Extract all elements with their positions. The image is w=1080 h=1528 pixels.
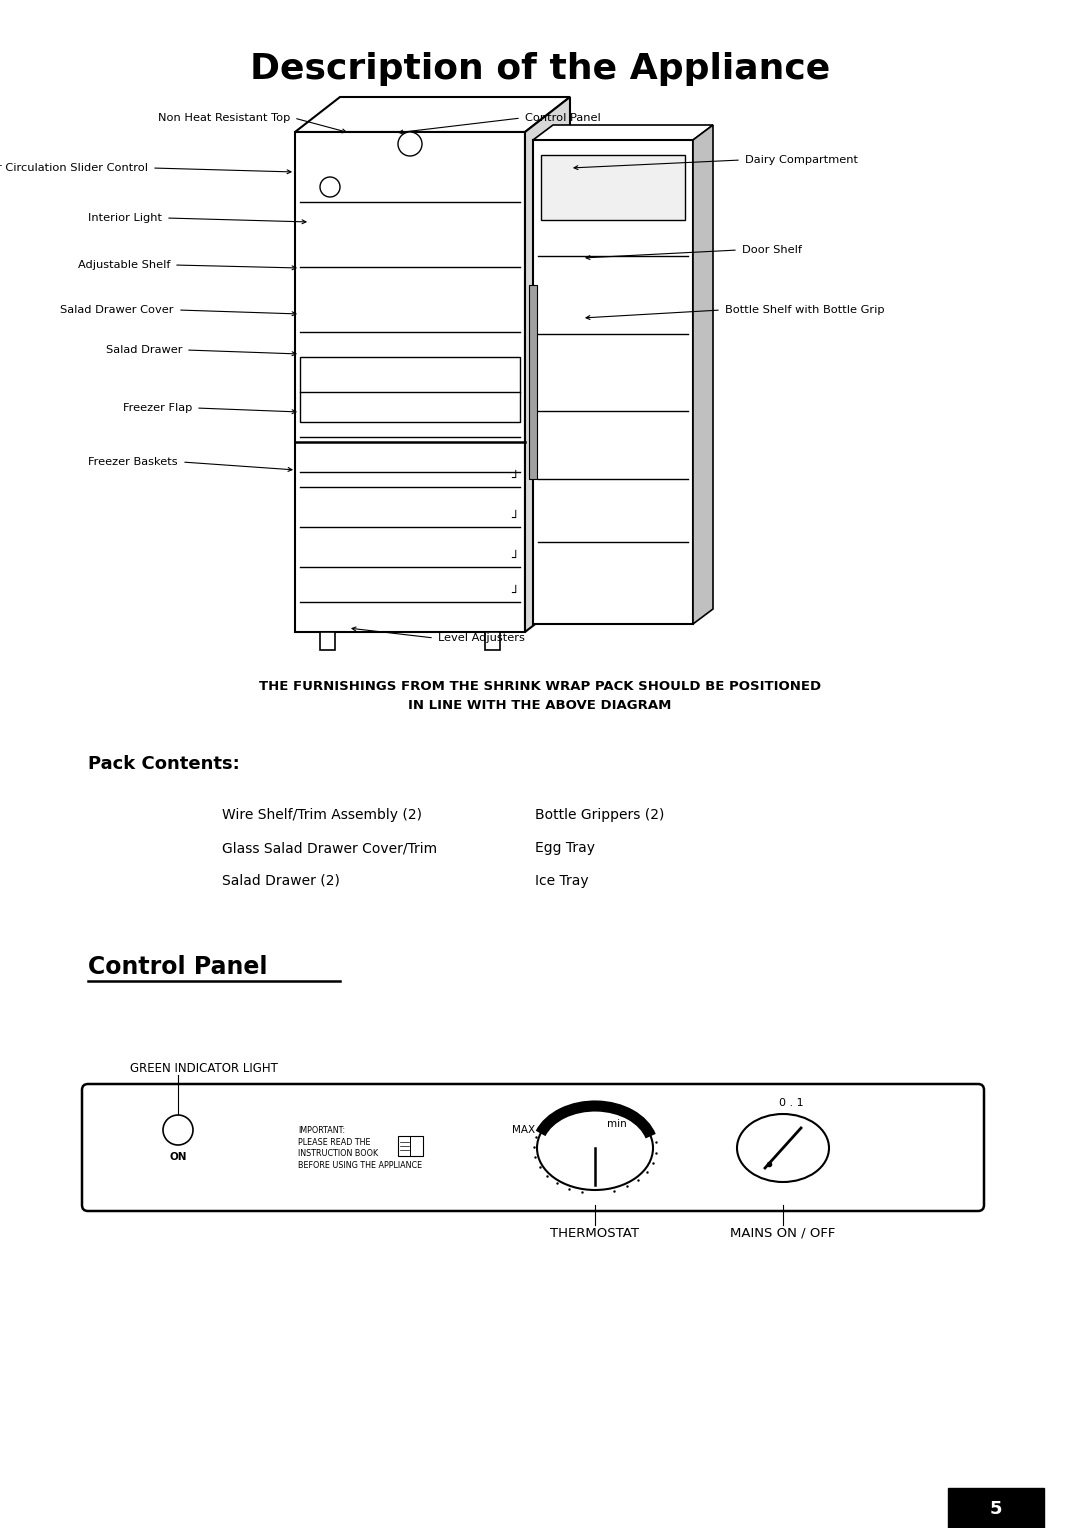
Text: ┘: ┘ <box>512 472 519 484</box>
Text: MAX: MAX <box>512 1125 535 1135</box>
Bar <box>399 1135 423 1157</box>
Text: Bottle Grippers (2): Bottle Grippers (2) <box>535 808 664 822</box>
Bar <box>485 633 500 649</box>
Text: Freezer Flap: Freezer Flap <box>123 403 192 413</box>
Text: 0 . 1: 0 . 1 <box>779 1099 804 1108</box>
Text: ┘: ┘ <box>512 512 519 526</box>
Text: THERMOSTAT: THERMOSTAT <box>551 1227 639 1241</box>
Text: MAINS ON / OFF: MAINS ON / OFF <box>730 1227 836 1241</box>
Polygon shape <box>693 125 713 623</box>
Text: Salad Drawer: Salad Drawer <box>106 345 183 354</box>
Text: IMPORTANT:
PLEASE READ THE
INSTRUCTION BOOK
BEFORE USING THE APPLIANCE: IMPORTANT: PLEASE READ THE INSTRUCTION B… <box>298 1126 422 1170</box>
Text: Wire Shelf/Trim Assembly (2): Wire Shelf/Trim Assembly (2) <box>222 808 422 822</box>
Text: Freezer Baskets: Freezer Baskets <box>89 457 178 468</box>
Polygon shape <box>295 96 570 131</box>
Bar <box>948 1488 1044 1528</box>
Polygon shape <box>534 141 693 623</box>
Text: min: min <box>607 1118 626 1129</box>
Text: 5: 5 <box>989 1500 1002 1517</box>
Polygon shape <box>534 125 713 141</box>
Text: Door Shelf: Door Shelf <box>742 244 802 255</box>
Text: Control Panel: Control Panel <box>525 113 600 122</box>
Text: Glass Salad Drawer Cover/Trim: Glass Salad Drawer Cover/Trim <box>222 840 437 856</box>
Text: Level Adjusters: Level Adjusters <box>438 633 525 643</box>
Text: ON: ON <box>170 1152 187 1161</box>
Text: ┘: ┘ <box>512 552 519 565</box>
Polygon shape <box>525 96 570 633</box>
Bar <box>541 154 685 220</box>
Bar <box>300 358 519 422</box>
Text: Air Circulation Slider Control: Air Circulation Slider Control <box>0 163 148 173</box>
Text: Dairy Compartment: Dairy Compartment <box>745 154 858 165</box>
Text: Egg Tray: Egg Tray <box>535 840 595 856</box>
Text: Pack Contents:: Pack Contents: <box>87 755 240 773</box>
Text: Description of the Appliance: Description of the Appliance <box>249 52 831 86</box>
Polygon shape <box>295 131 525 633</box>
Ellipse shape <box>737 1114 829 1183</box>
Bar <box>529 286 537 478</box>
Circle shape <box>399 131 422 156</box>
Text: THE FURNISHINGS FROM THE SHRINK WRAP PACK SHOULD BE POSITIONED
IN LINE WITH THE : THE FURNISHINGS FROM THE SHRINK WRAP PAC… <box>259 680 821 712</box>
Text: Interior Light: Interior Light <box>87 212 162 223</box>
Text: Adjustable Shelf: Adjustable Shelf <box>78 260 170 270</box>
Text: Ice Tray: Ice Tray <box>535 874 589 888</box>
Text: ┘: ┘ <box>512 587 519 601</box>
Text: Bottle Shelf with Bottle Grip: Bottle Shelf with Bottle Grip <box>725 306 885 315</box>
Text: Control Panel: Control Panel <box>87 955 268 979</box>
Text: GREEN INDICATOR LIGHT: GREEN INDICATOR LIGHT <box>130 1062 278 1076</box>
Ellipse shape <box>537 1106 653 1190</box>
FancyBboxPatch shape <box>82 1083 984 1212</box>
Text: Non Heat Resistant Top: Non Heat Resistant Top <box>158 113 291 122</box>
Bar <box>320 633 335 649</box>
Text: Salad Drawer Cover: Salad Drawer Cover <box>60 306 174 315</box>
Text: Salad Drawer (2): Salad Drawer (2) <box>222 874 340 888</box>
